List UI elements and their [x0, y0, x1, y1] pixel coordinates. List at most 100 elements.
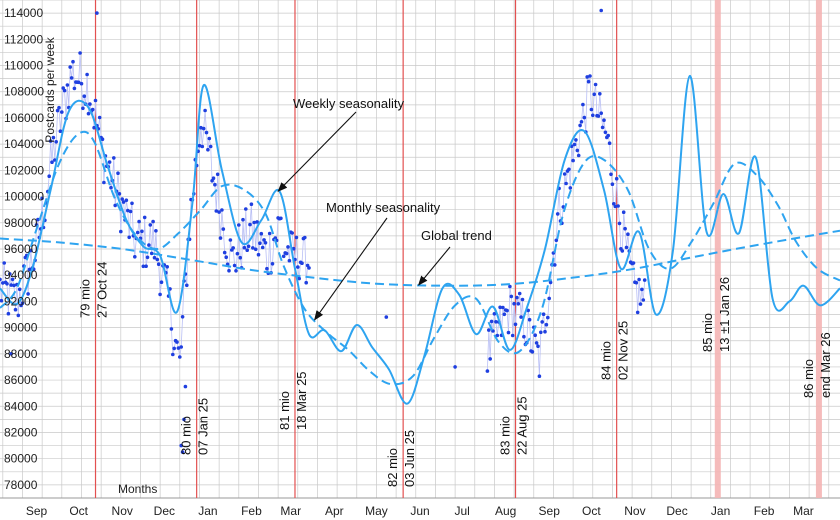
data-point	[626, 232, 630, 236]
data-point	[224, 255, 228, 259]
data-point	[116, 171, 120, 175]
data-point	[197, 143, 202, 148]
data-point	[640, 287, 644, 292]
data-point	[246, 244, 251, 249]
data-point	[537, 374, 542, 379]
data-point	[262, 238, 266, 242]
data-point	[248, 222, 252, 227]
y-tick-label: 84000	[4, 399, 38, 413]
data-point	[574, 138, 578, 142]
data-point	[231, 246, 235, 250]
data-point	[221, 227, 226, 231]
milestone-count-label: 83 mio	[498, 416, 513, 455]
data-point	[642, 278, 647, 282]
data-point	[575, 148, 580, 153]
data-point	[200, 144, 205, 149]
data-point	[179, 345, 183, 349]
data-point	[624, 245, 629, 250]
data-point	[284, 251, 289, 256]
data-point	[154, 229, 158, 233]
data-point	[6, 311, 11, 316]
data-point	[232, 263, 237, 268]
data-point	[592, 92, 596, 97]
data-point	[175, 340, 179, 344]
data-point	[544, 322, 549, 327]
data-point	[120, 197, 124, 201]
data-point	[40, 196, 44, 201]
y-tick-label: 102000	[4, 163, 44, 177]
data-point	[512, 301, 516, 306]
data-point	[489, 319, 494, 324]
data-point	[109, 185, 113, 190]
data-point	[641, 298, 646, 302]
x-axis-area	[0, 498, 840, 520]
data-point	[144, 264, 148, 269]
y-tick-label: 108000	[4, 85, 44, 99]
data-point	[169, 327, 174, 331]
data-point	[149, 251, 154, 256]
x-axis-label: Months	[118, 482, 157, 496]
data-point	[634, 280, 639, 285]
data-point	[100, 137, 105, 141]
data-point	[235, 251, 240, 256]
data-point	[614, 176, 619, 181]
data-point	[548, 280, 553, 285]
x-tick-label: Oct	[582, 504, 601, 518]
data-point	[300, 261, 304, 266]
data-point	[147, 243, 151, 247]
data-point	[249, 202, 254, 206]
data-point	[509, 294, 514, 299]
annotation-arrow	[417, 246, 451, 286]
data-point	[506, 330, 511, 335]
data-point	[296, 265, 300, 269]
data-point	[79, 81, 84, 86]
data-point	[554, 238, 559, 243]
data-point	[58, 129, 63, 133]
data-point	[576, 153, 581, 158]
data-point	[215, 172, 220, 177]
data-point	[623, 226, 627, 231]
data-point	[158, 292, 162, 297]
y-tick-label: 88000	[4, 347, 38, 361]
y-tick-label: 96000	[4, 242, 38, 256]
data-point	[213, 182, 217, 187]
data-point	[155, 257, 160, 262]
data-point	[148, 223, 153, 227]
data-point	[10, 277, 15, 282]
data-point	[220, 208, 224, 212]
milestone-date-label: 07 Jan 25	[196, 398, 211, 455]
data-point	[121, 200, 126, 204]
x-tick-label: May	[365, 504, 388, 518]
x-tick-label: Apr	[325, 504, 344, 518]
data-point	[600, 125, 605, 130]
data-point	[270, 262, 275, 266]
x-tick-label: Feb	[241, 504, 262, 518]
data-point	[515, 295, 519, 300]
x-tick-label: Jan	[711, 504, 730, 518]
y-tick-labels: 78000 80000 82000 84000 86000 88000 90000 92000…	[4, 6, 44, 492]
data-point	[294, 235, 299, 240]
x-tick-label: Feb	[754, 504, 775, 518]
data-point	[571, 158, 575, 163]
data-point	[48, 139, 53, 143]
x-tick-label: Sep	[26, 504, 48, 518]
data-point	[85, 72, 89, 77]
x-tick-label: Mar	[793, 504, 814, 518]
annotation-arrow	[277, 111, 357, 193]
data-point	[0, 298, 4, 303]
data-point	[488, 357, 493, 361]
milestone-date-label: 03 Jun 25	[402, 430, 417, 487]
data-point	[564, 181, 568, 186]
data-point	[522, 334, 526, 339]
data-point	[547, 296, 551, 301]
data-point	[606, 133, 610, 138]
data-point	[286, 245, 290, 249]
milestone-count-label: 79 mio	[78, 279, 93, 318]
data-point	[607, 141, 612, 145]
milestone-count-label: 82 mio	[385, 448, 400, 487]
x-tick-label: Mar	[280, 504, 301, 518]
x-tick-label: Jun	[410, 504, 429, 518]
data-point	[165, 265, 169, 269]
data-point	[9, 283, 13, 287]
